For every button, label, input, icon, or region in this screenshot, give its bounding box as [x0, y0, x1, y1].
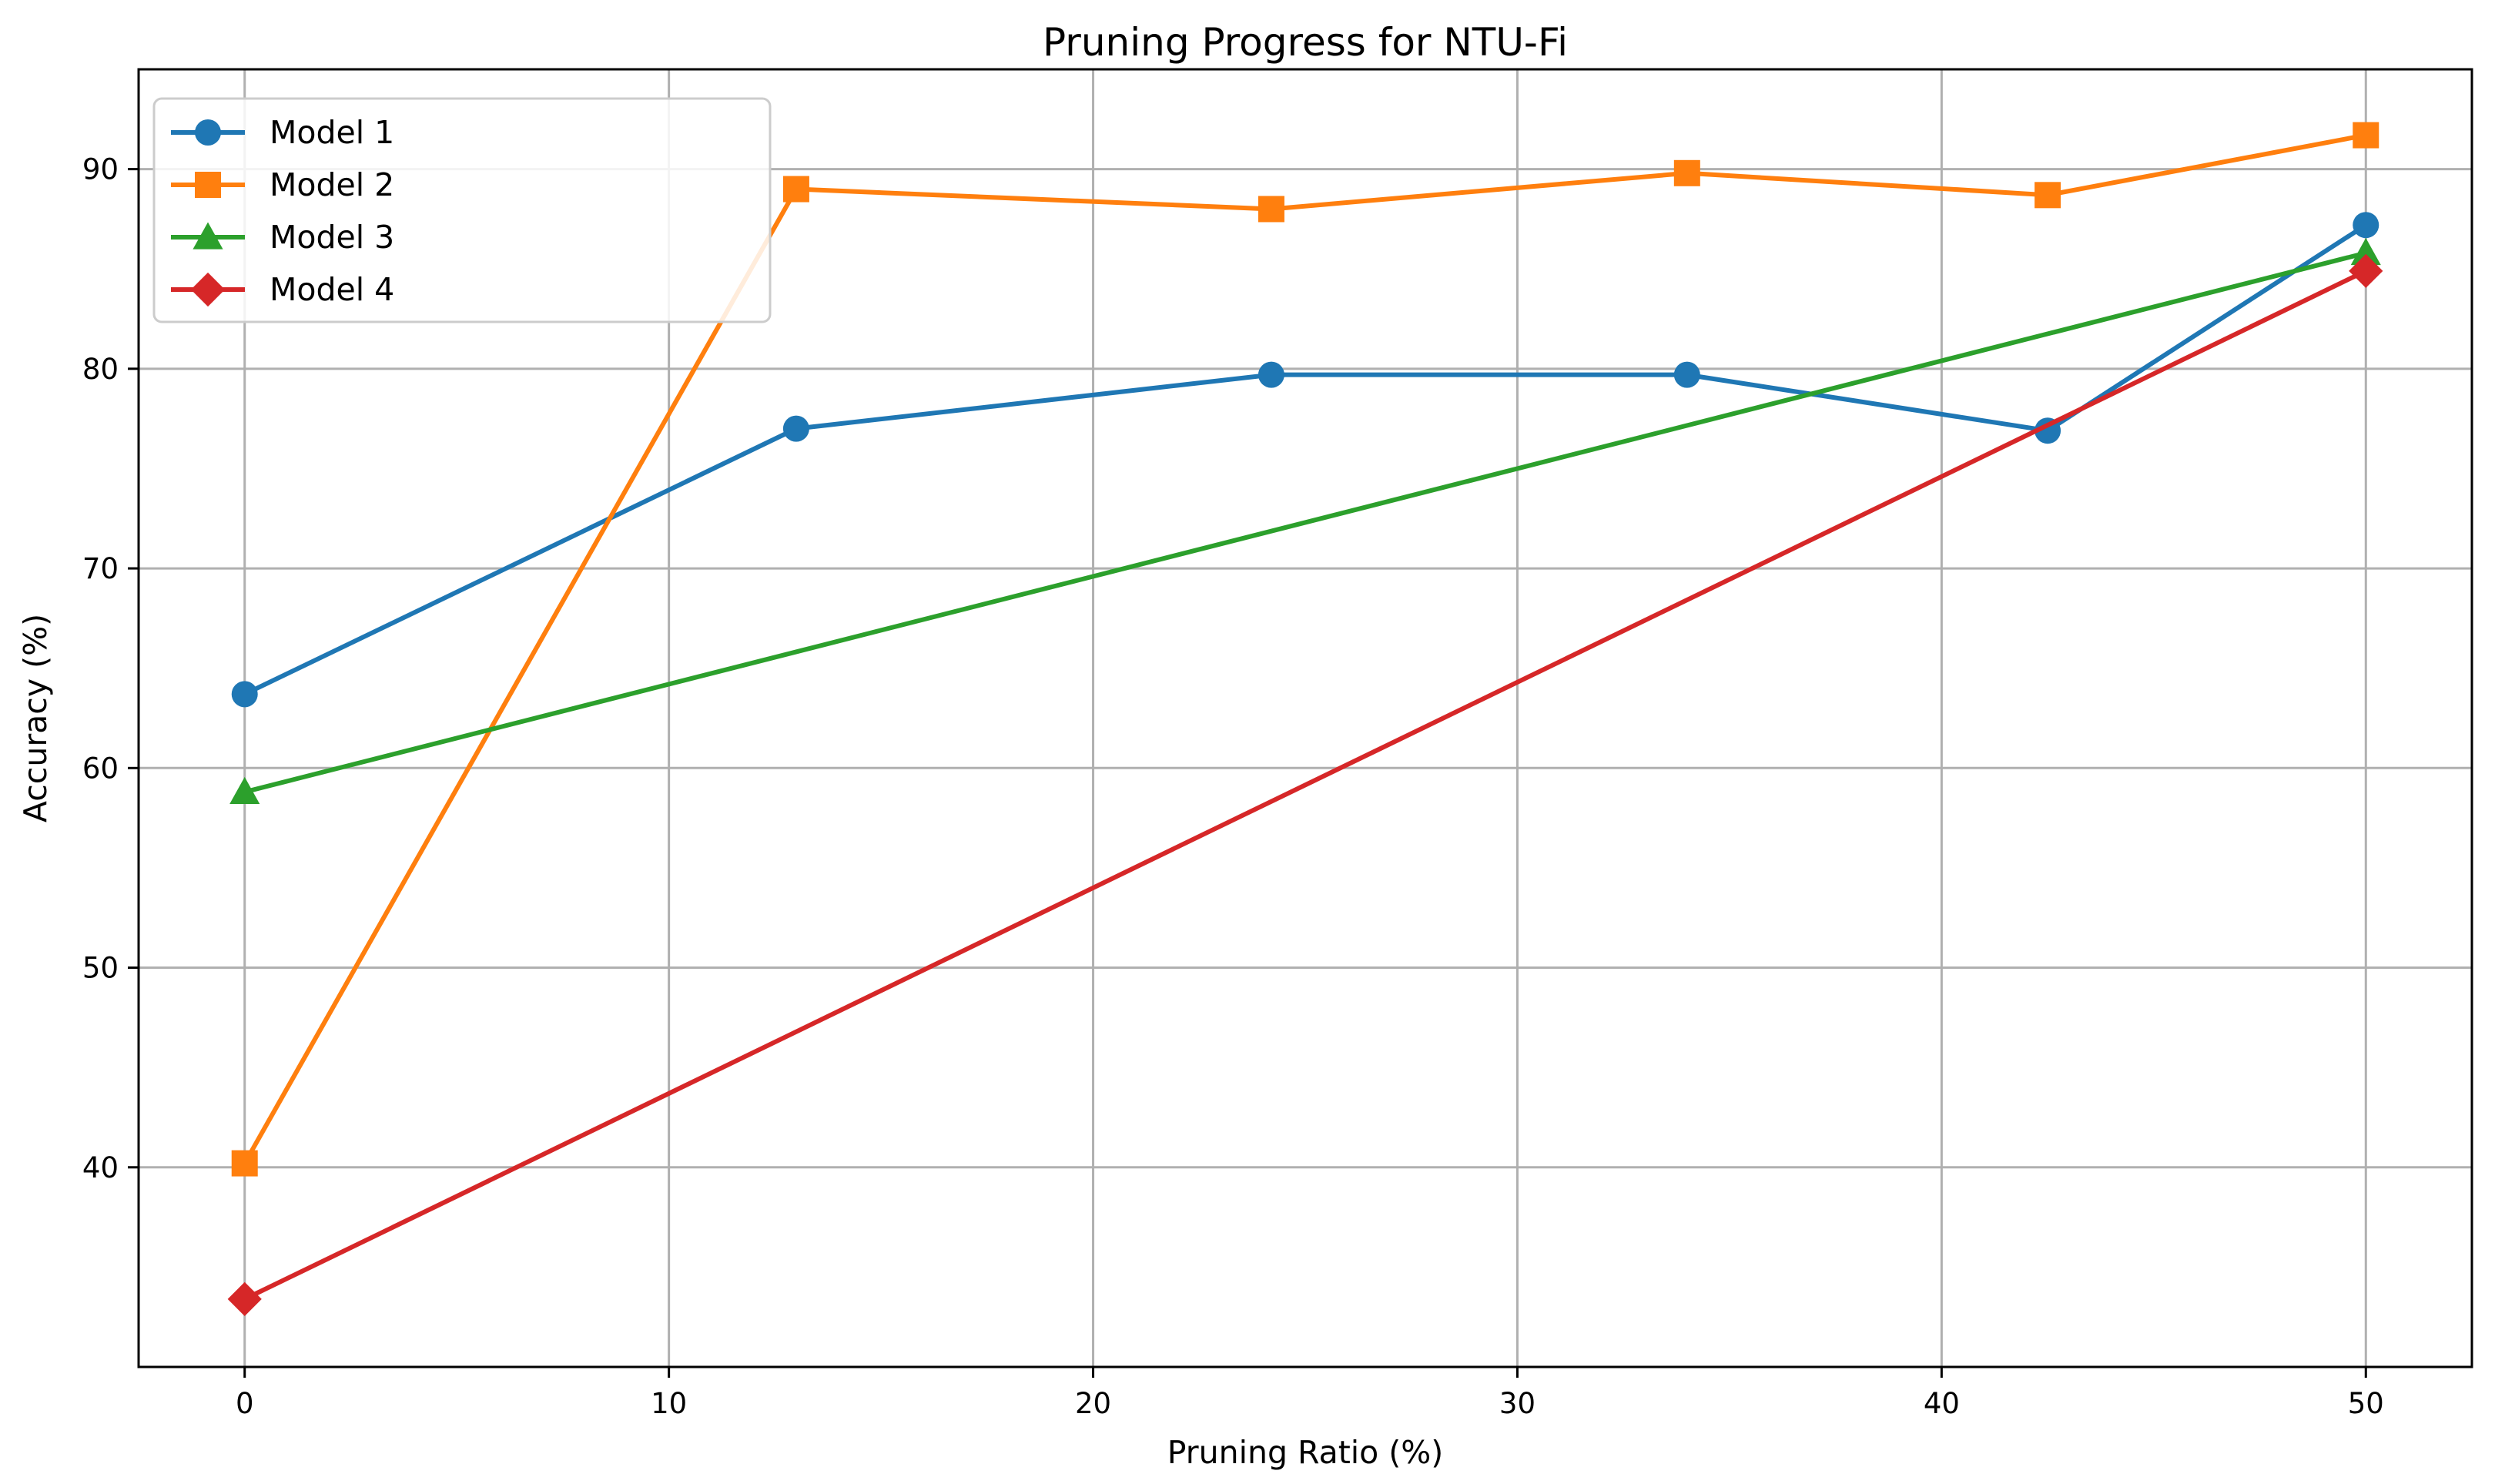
series-model-2 [231, 122, 2379, 1177]
y-axis-label: Accuracy (%) [17, 614, 54, 822]
data-point-model-2 [2353, 122, 2379, 149]
legend-label: Model 3 [270, 219, 394, 256]
data-point-model-2 [2035, 182, 2061, 209]
data-point-model-2 [1673, 159, 1700, 186]
series-line-model-1 [241, 222, 2369, 698]
legend-swatch-marker [195, 172, 221, 198]
series-line-model-4 [241, 267, 2369, 1302]
legend-swatch-marker [190, 272, 226, 307]
series-model-3 [229, 237, 2381, 805]
y-tick-label: 40 [82, 1151, 119, 1184]
data-point-model-1 [1258, 361, 1284, 388]
data-point-model-2 [231, 1150, 258, 1177]
chart-title: Pruning Progress for NTU-Fi [1043, 20, 1568, 65]
x-tick-label: 0 [236, 1387, 254, 1420]
series-group [227, 122, 2383, 1316]
grid [139, 69, 2472, 1367]
data-point-model-2 [1258, 196, 1284, 223]
x-axis-label: Pruning Ratio (%) [1167, 1434, 1444, 1471]
data-point-model-2 [782, 176, 809, 203]
y-tick-label: 60 [82, 752, 119, 785]
x-tick-label: 30 [1499, 1387, 1536, 1420]
legend-item-model-1: Model 1 [171, 114, 394, 151]
data-point-model-4 [2349, 253, 2383, 288]
y-tick-label: 50 [82, 952, 119, 985]
legend-swatch-marker [193, 222, 223, 250]
y-tick-label: 70 [82, 552, 119, 585]
y-tick-label: 90 [82, 153, 119, 186]
x-tick-label: 50 [2348, 1387, 2384, 1420]
data-point-model-3 [2350, 237, 2381, 266]
series-line-model-2 [241, 132, 2369, 1167]
legend: Model 1 Model 2 Model 3 Model 4 [152, 97, 772, 323]
data-point-model-1 [231, 681, 258, 708]
axes-frame [137, 68, 2473, 1368]
legend-item-model-2: Model 2 [171, 166, 394, 203]
series-line-model-3 [242, 250, 2369, 796]
data-point-model-1 [2353, 212, 2379, 239]
legend-item-model-3: Model 3 [171, 219, 394, 256]
series-model-4 [227, 253, 2383, 1316]
x-tick-label: 20 [1075, 1387, 1111, 1420]
legend-label: Model 1 [270, 114, 394, 151]
x-tick-label: 40 [1924, 1387, 1960, 1420]
data-point-model-1 [782, 415, 809, 442]
data-point-model-4 [227, 1281, 262, 1316]
legend-box [152, 97, 772, 323]
y-tick-label: 80 [82, 353, 119, 386]
data-point-model-1 [1673, 361, 1700, 388]
data-point-model-3 [229, 776, 260, 805]
x-tick-label: 10 [651, 1387, 687, 1420]
legend-item-model-4: Model 4 [171, 271, 394, 308]
series-model-1 [231, 212, 2379, 708]
legend-label: Model 4 [270, 271, 394, 308]
ticks: 0 10 20 30 40 50 40 50 60 70 80 90 [82, 153, 2384, 1420]
legend-swatch-marker [195, 119, 221, 146]
legend-label: Model 2 [270, 166, 394, 203]
